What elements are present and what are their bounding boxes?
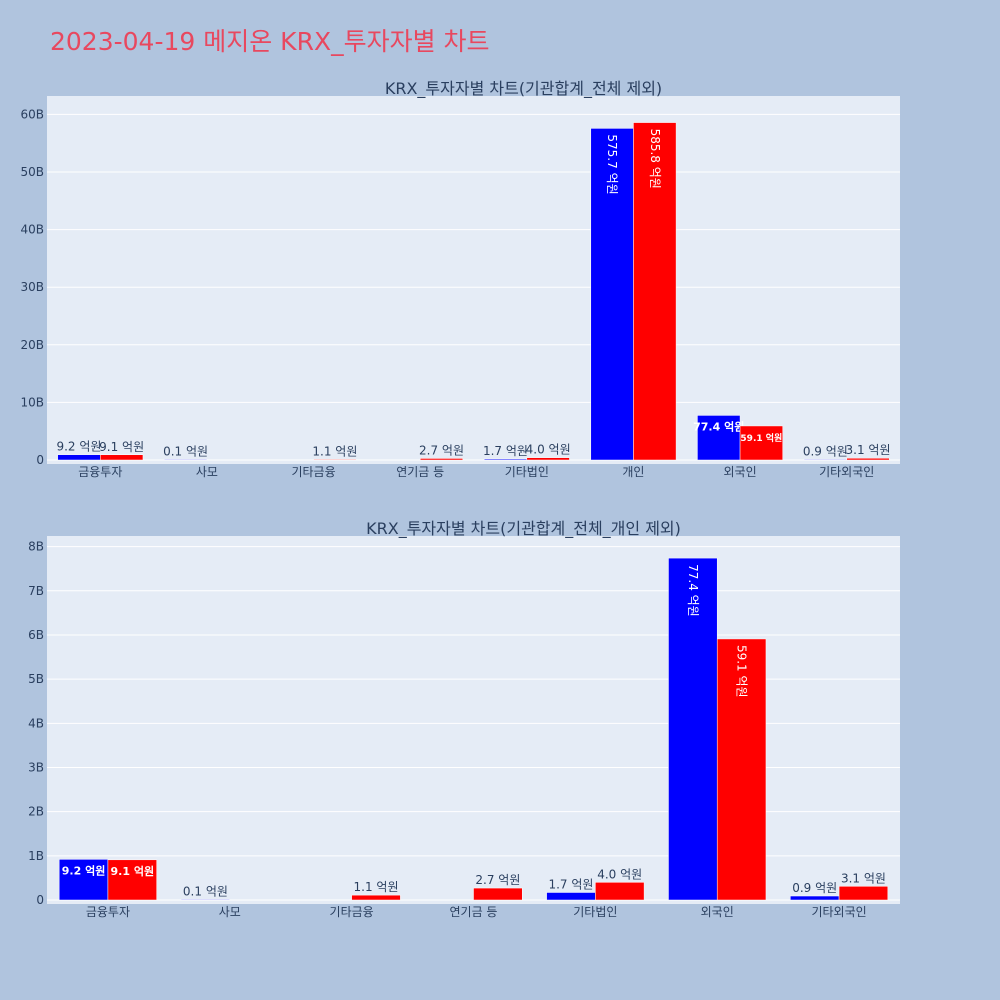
data-label: 0.1 억원 (163, 444, 208, 458)
x-tick-label: 연기금 등 (396, 465, 444, 479)
bar (57, 454, 101, 461)
x-tick-label: 기타외국인 (811, 905, 866, 919)
y-tick-label: 3B (28, 760, 44, 774)
data-label: 2.7 억원 (419, 443, 464, 457)
chart-1: 0 10B 20B 30B 40B 50B 60B KRX_투자자별 차트(기관합계_전체 제… (20, 79, 900, 479)
plot-area (47, 96, 900, 464)
data-label: 9.2 억원 (56, 440, 101, 454)
bar (58, 859, 109, 901)
bar (739, 425, 783, 461)
bar (668, 557, 718, 901)
x-tick-label: 금융투자 (78, 465, 122, 479)
data-label: 77.4 억원 (686, 564, 700, 617)
data-label: 1.1 억원 (354, 880, 399, 894)
y-tick-label: 5B (28, 672, 44, 686)
x-tick-label: 사모 (196, 465, 218, 479)
chart-title: KRX_투자자별 차트(기관합계_전체_개인 제외) (366, 519, 681, 539)
y-tick-label: 2B (28, 805, 44, 819)
bar (100, 454, 144, 461)
data-label: 4.0 억원 (526, 443, 571, 457)
data-label: 0.1 억원 (183, 884, 228, 898)
y-tick-label: 60B (20, 107, 44, 121)
y-tick-label: 6B (28, 628, 44, 642)
chart-title: KRX_투자자별 차트(기관합계_전체 제외) (385, 79, 662, 99)
data-label: 1.7 억원 (483, 444, 528, 458)
bar (313, 459, 357, 461)
data-label: 1.1 억원 (312, 444, 357, 458)
y-tick-label: 30B (20, 280, 44, 294)
bar (351, 894, 401, 901)
y-tick-label: 0 (36, 893, 44, 907)
x-tick-label: 기타법인 (505, 465, 549, 479)
data-label: 4.0 억원 (597, 867, 642, 881)
data-label: 0.9 억원 (803, 444, 848, 458)
y-tick-label: 40B (20, 223, 44, 237)
bar (697, 415, 741, 461)
x-tick-label: 사모 (219, 905, 241, 919)
y-tick-label: 8B (28, 540, 44, 554)
y-tick-label: 20B (20, 338, 44, 352)
bar (526, 457, 570, 461)
x-tick-label: 기타금융 (330, 905, 374, 919)
bar (838, 886, 889, 901)
bar (590, 128, 634, 461)
data-label: 9.1 억원 (111, 864, 155, 878)
y-tick-label: 1B (28, 849, 44, 863)
y-tick-label: 7B (28, 584, 44, 598)
bar (846, 457, 890, 461)
x-tick-label: 외국인 (724, 465, 757, 479)
data-label: 575.7 억원 (605, 134, 619, 194)
bar (419, 458, 464, 461)
bar (803, 459, 847, 461)
x-tick-label: 연기금 등 (450, 905, 498, 919)
bar (107, 859, 157, 901)
chart-2: 0 1B 2B 3B 4B 5B 6B 7B 8B KRX_투자자별 차트(기관합계_전체_개인 … (28, 519, 900, 919)
y-tick-label: 0 (36, 453, 44, 467)
data-label: 59.1 억원 (735, 645, 749, 698)
bar (595, 882, 645, 901)
bar (790, 895, 840, 901)
x-tick-label: 기타외국인 (819, 465, 874, 479)
y-tick-label: 10B (20, 395, 44, 409)
bar (633, 122, 677, 461)
data-label: 3.1 억원 (846, 443, 891, 457)
x-tick-label: 기타법인 (573, 905, 617, 919)
data-label: 3.1 억원 (841, 871, 886, 885)
page-title: 2023-04-19 메지온 KRX_투자자별 차트 (50, 27, 490, 56)
bar (180, 899, 231, 901)
y-tick-label: 4B (28, 716, 44, 730)
data-label: 9.2 억원 (62, 863, 106, 877)
x-tick-label: 기타금융 (291, 465, 335, 479)
data-label: 1.7 억원 (548, 877, 593, 891)
data-label: 59.1 억원 (740, 432, 782, 444)
data-label: 77.4 억원 (693, 419, 744, 433)
bar (716, 638, 767, 901)
x-tick-label: 개인 (622, 465, 644, 479)
x-tick-label: 외국인 (701, 905, 734, 919)
x-tick-label: 금융투자 (86, 905, 130, 919)
bar (483, 458, 528, 461)
data-label: 2.7 억원 (475, 873, 520, 887)
data-label: 585.8 억원 (648, 129, 662, 189)
y-tick-label: 50B (20, 165, 44, 179)
bar (546, 892, 596, 901)
data-label: 9.1 억원 (99, 440, 144, 454)
bar (473, 887, 523, 901)
bar (164, 459, 208, 461)
data-label: 0.9 억원 (792, 881, 837, 895)
